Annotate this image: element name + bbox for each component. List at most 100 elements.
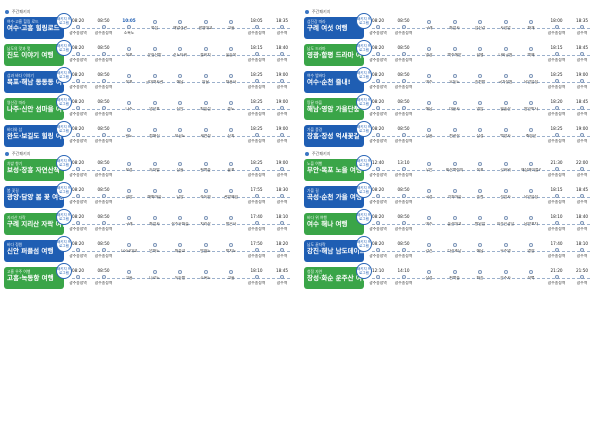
tour-card[interactable]: 섬과 바다 이야기 목포·해남 동동동 여행 패키지 프로그램 08:20 광주송정역 0… xyxy=(2,67,294,96)
tour-card[interactable]: 청정 자연 장성·화순 운주산 여행 패키지 프로그램 12:10 광주송정역 14:10… xyxy=(302,263,594,292)
stop-name: 광주송정역 xyxy=(394,227,413,231)
route-stop: 21:30 광주송정역 xyxy=(547,160,567,178)
tour-card[interactable]: 가을 길 곡성·순천 가을 여행 패키지 프로그램 08:20 광주송정역 08:50 광주… xyxy=(302,182,594,211)
stop-name: 곡성 xyxy=(425,195,433,199)
route-stop: 고흥 xyxy=(221,268,241,281)
stop-time: 18:10 xyxy=(250,268,263,273)
route-stop: 08:20 광주송정역 xyxy=(368,214,388,232)
tour-badge[interactable]: 청정 자연 장성·화순 운주산 여행 패키지 프로그램 xyxy=(304,263,372,289)
route-stop: 화순 xyxy=(470,268,490,281)
tour-card[interactable]: 차밭 향기 보성·장흥 자연산책 패키지 프로그램 08:20 광주송정역 08:50 광주… xyxy=(2,155,294,184)
tour-card[interactable]: 땅끝 마을 해남·영암 가을단풍 여행 패키지 프로그램 08:20 광주송정역 08:5… xyxy=(302,94,594,123)
route-stop: 증도 xyxy=(221,99,241,112)
package-tag: 패키지 프로그램 xyxy=(56,182,72,198)
tour-badge[interactable]: 땅끝 마을 해남·영암 가을단풍 여행 패키지 프로그램 xyxy=(304,94,374,120)
tour-badge[interactable]: 바다 정원 신안 퍼플섬 여행 패키지 프로그램 xyxy=(4,236,72,262)
tour-card[interactable]: 바다 위 여행 여수 해나 여행 패키지 프로그램 08:20 광주송정역 08:50 광주… xyxy=(302,209,594,238)
tour-card[interactable]: 고흥 우주 여행 고흥·녹동항 여행 패키지 프로그램 08:20 광주송정역 08:50… xyxy=(2,263,294,292)
tour-card[interactable]: 섬진강 따라 구례 여섯 여행 패키지 프로그램 08:20 광주송정역 08:50 광주송… xyxy=(302,13,594,42)
tour-subtitle: 봄 꽃길 xyxy=(7,188,19,193)
tour-card[interactable]: 노을 여행 무안·목포 노을 여행 패키지 프로그램 12:40 광주송정역 13:10 광… xyxy=(302,155,594,184)
tour-badge[interactable]: 고흥 우주 여행 고흥·녹동항 여행 패키지 프로그램 xyxy=(4,263,72,289)
tour-subtitle: 여수 밤바다 xyxy=(307,73,326,78)
route-stop: 월출산 xyxy=(496,99,516,112)
stop-dot-icon xyxy=(152,74,157,78)
route-stop: 박지도 xyxy=(221,241,241,254)
stop-name: 적벽 xyxy=(527,276,535,280)
tour-card[interactable]: 남도 끝자락 강진·해남 남도데이트 패키지 프로그램 08:20 광주송정역 08:50… xyxy=(302,236,594,265)
tour-badge[interactable]: 지리산 자락 구례 지리산 자락 여행 패키지 프로그램 xyxy=(4,209,72,235)
stop-name: 이순신광장 xyxy=(496,222,515,226)
stop-dot-icon xyxy=(554,52,559,56)
package-tag: 패키지 프로그램 xyxy=(356,182,372,198)
route-stop: 팔영대교 xyxy=(196,18,216,31)
stop-dot-icon xyxy=(203,20,208,24)
stop-dot-icon xyxy=(427,101,431,105)
stop-dot-icon xyxy=(229,101,233,105)
tour-card[interactable]: 남도의 맛과 멋 진도 이야기 여행 패키지 프로그램 08:20 광주송정역 08:50… xyxy=(2,40,294,69)
tour-name: 무안·목포 노을 여행 xyxy=(307,166,362,174)
tour-card[interactable]: 봄 꽃길 광양·담양 봄 꽃 여행 패키지 프로그램 08:20 광주송정역 08:50 광… xyxy=(2,182,294,211)
stop-time: 08:50 xyxy=(97,268,110,273)
stop-name: 보길도 xyxy=(174,134,186,138)
stop-dot-icon xyxy=(529,74,533,78)
stop-name: 운주사 xyxy=(500,276,511,280)
stop-time: 18:45 xyxy=(575,187,589,192)
tour-card[interactable]: 여수 밤바다 여수·순천 즐내! 패키지 프로그램 08:20 광주송정역 08:50 광주… xyxy=(302,67,594,96)
tour-badge[interactable]: 가을 풍경 장흥·장성 억새꽃길 패키지 프로그램 xyxy=(304,121,372,147)
tour-badge[interactable]: 바다와 섬 완도·보길도 힐링 여행 패키지 프로그램 xyxy=(4,121,72,147)
stop-dot-icon xyxy=(452,216,457,220)
stop-dot-icon xyxy=(203,243,208,247)
tour-name: 목포·해남 동동동 여행 xyxy=(7,78,68,86)
tour-card[interactable]: 바다와 섬 완도·보길도 힐링 여행 패키지 프로그램 08:20 광주송정역 08:50… xyxy=(2,121,294,150)
tour-card[interactable]: 가을 풍경 장흥·장성 억새꽃길 패키지 프로그램 08:20 광주송정역 08:50 광주… xyxy=(302,121,594,150)
tour-card[interactable]: 여수·고흥 힐링 로드 여수·고흥 힐링로드 패키지 프로그램 08:20 광주송정역 0… xyxy=(2,13,294,42)
section-dot-icon xyxy=(5,9,9,14)
stop-time: 08:20 xyxy=(71,160,85,165)
tour-badge[interactable]: 바다 위 여행 여수 해나 여행 패키지 프로그램 xyxy=(304,209,372,235)
tour-badge[interactable]: 남도의 맛과 멋 진도 이야기 여행 패키지 프로그램 xyxy=(4,40,72,66)
tour-badge[interactable]: 영산강 따라 나주·신안 섬마을 여행 패키지 프로그램 xyxy=(4,94,72,120)
tour-card[interactable]: 지리산 자락 구례 지리산 자락 여행 패키지 프로그램 08:20 광주송정역 08:5… xyxy=(2,209,294,238)
stop-dot-icon xyxy=(280,194,284,198)
stop-name: 여수 xyxy=(425,80,433,84)
tour-badge[interactable]: 차밭 향기 보성·장흥 자연산책 패키지 프로그램 xyxy=(4,155,72,181)
tour-card[interactable]: 남도 드라마 영광·함평 드라마 여행 패키지 프로그램 08:20 광주송정역 08:5… xyxy=(302,40,594,69)
stop-dot-icon xyxy=(127,74,131,78)
route-stop: 순천 xyxy=(470,187,490,200)
tour-badge[interactable]: 노을 여행 무안·목포 노을 여행 패키지 프로그램 xyxy=(304,155,372,181)
tour-badge[interactable]: 남도 끝자락 강진·해남 남도데이트 패키지 프로그램 xyxy=(304,236,372,262)
stop-time: 22:00 xyxy=(575,160,589,165)
tour-badge[interactable]: 섬진강 따라 구례 여섯 여행 패키지 프로그램 xyxy=(304,13,372,39)
stop-name: 화엄사 xyxy=(449,26,460,30)
tour-badge[interactable]: 여수 밤바다 여수·순천 즐내! 패키지 프로그램 xyxy=(304,67,372,93)
stop-name: 광주송정역 xyxy=(547,281,566,285)
stop-time: 18:35 xyxy=(575,18,589,23)
tour-badge[interactable]: 남도 드라마 영광·함평 드라마 여행 패키지 프로그램 xyxy=(304,40,372,66)
stop-name: 쏠비치 xyxy=(200,53,211,57)
tour-badge[interactable]: 여수·고흥 힐링 로드 여수·고흥 힐링로드 패키지 프로그램 xyxy=(4,13,72,39)
tour-badge[interactable]: 봄 꽃길 광양·담양 봄 꽃 여행 패키지 프로그램 xyxy=(4,182,72,208)
stop-dot-icon xyxy=(229,216,233,220)
stop-dot-icon xyxy=(178,216,182,220)
stop-time: 08:50 xyxy=(97,18,110,23)
route-stop: 이순신광장 xyxy=(496,214,516,227)
tour-badge[interactable]: 가을 길 곡성·순천 가을 여행 패키지 프로그램 xyxy=(304,182,372,208)
tour-badge[interactable]: 섬과 바다 이야기 목포·해남 동동동 여행 패키지 프로그램 xyxy=(4,67,72,93)
tour-name: 진도 이야기 여행 xyxy=(7,51,54,59)
stop-name: 광주역 xyxy=(576,173,588,177)
route-stop: 08:20 광주송정역 xyxy=(68,18,88,36)
stop-dot-icon xyxy=(376,79,380,83)
stop-time: 21:20 xyxy=(550,268,563,273)
stop-name: 관방제림 xyxy=(224,195,238,199)
route-stop: 해남 xyxy=(170,72,190,85)
stop-name: 광주역 xyxy=(576,254,588,258)
stop-name: 광주송정역 xyxy=(94,112,113,116)
tour-card[interactable]: 바다 정원 신안 퍼플섬 여행 패키지 프로그램 08:20 광주송정역 08:50 광주송… xyxy=(2,236,294,265)
stop-name: 명량 xyxy=(527,249,535,253)
tour-card[interactable]: 영산강 따라 나주·신안 섬마을 여행 패키지 프로그램 08:20 광주송정역 08:5… xyxy=(2,94,294,123)
package-tag: 패키지 프로그램 xyxy=(56,121,72,137)
stop-dot-icon xyxy=(280,52,284,56)
package-tag: 패키지 프로그램 xyxy=(56,13,72,29)
route-stop: 18:25 광주송정역 xyxy=(247,126,267,144)
